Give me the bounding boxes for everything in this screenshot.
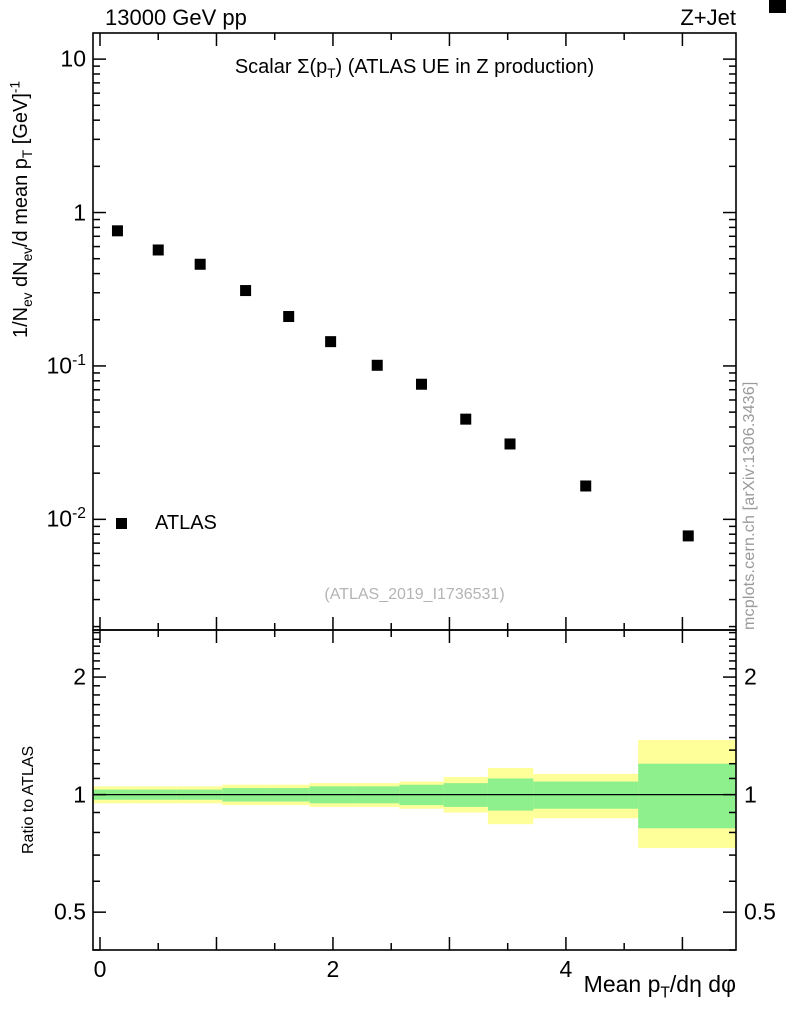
- main-frame: [92, 32, 737, 631]
- x-tick-label: 0: [93, 956, 107, 982]
- ratio-tick-label-right: 1: [744, 781, 757, 808]
- legend-label: ATLAS: [155, 512, 217, 534]
- x-axis-label: Mean pT/dη dφ: [583, 971, 736, 1002]
- ratio-tick-label-right: 2: [744, 663, 757, 690]
- data-point: [580, 480, 592, 492]
- data-point: [415, 378, 427, 390]
- data-points-atlas: [111, 225, 694, 542]
- ratio-tick-label-left: 2: [73, 663, 86, 690]
- x-tick-label: 4: [559, 956, 573, 982]
- data-point: [682, 530, 694, 542]
- band-inner-green: [93, 763, 736, 829]
- data-point: [504, 438, 516, 450]
- analysis-id-watermark: (ATLAS_2019_I1736531): [324, 586, 505, 603]
- y-tick-label: 10-2: [46, 505, 87, 532]
- atlas-square-marker-icon: [116, 518, 127, 529]
- data-point: [194, 258, 206, 270]
- data-point: [152, 244, 164, 256]
- ratio-tick-label-left: 1: [73, 781, 86, 808]
- data-point: [460, 413, 472, 425]
- header-beam-energy: 13000 GeV pp: [105, 5, 247, 30]
- y-tick-label: 10-1: [46, 351, 87, 379]
- data-point: [371, 359, 383, 371]
- plot-title: Scalar Σ(pT) (ATLAS UE in Z production): [234, 56, 595, 81]
- corner-marker: [769, 0, 786, 13]
- legend: ATLAS: [116, 512, 217, 535]
- data-point: [111, 225, 123, 237]
- ratio-tick-label-right: 0.5: [744, 898, 776, 925]
- data-point: [240, 285, 252, 297]
- y-tick-label: 1: [73, 199, 86, 226]
- y-tick-label: 10: [60, 45, 86, 72]
- data-point: [283, 311, 295, 323]
- axis-ticks: [93, 33, 736, 951]
- x-tick-label: 2: [326, 956, 340, 982]
- header-process: Z+Jet: [680, 5, 736, 30]
- data-point: [325, 336, 337, 348]
- ratio-tick-label-left: 0.5: [54, 898, 86, 925]
- ratio-frame: [92, 629, 737, 951]
